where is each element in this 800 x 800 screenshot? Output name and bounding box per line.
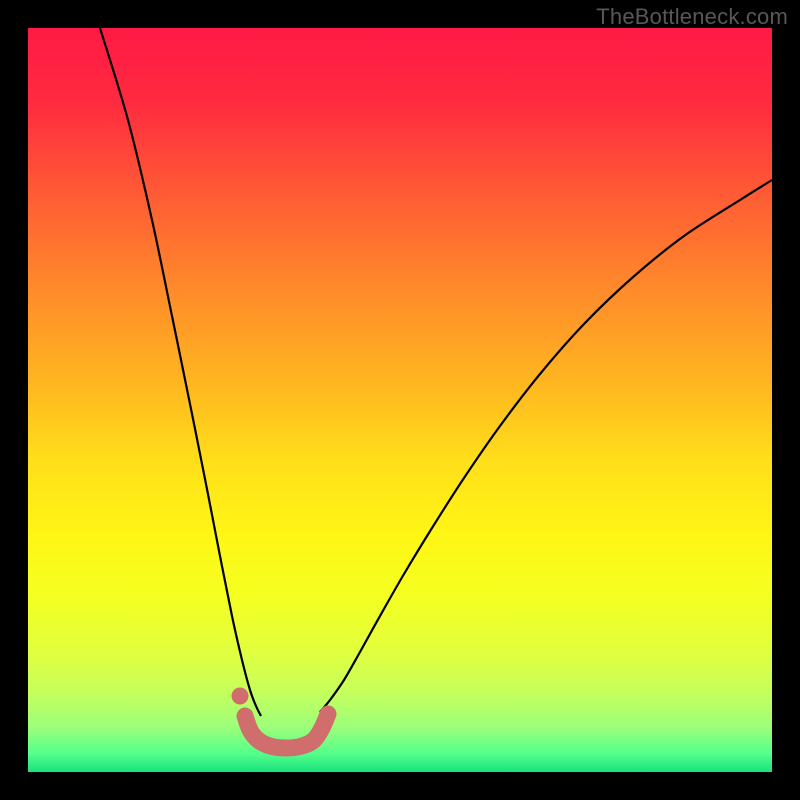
bottleneck-curve-chart <box>0 0 800 800</box>
gradient-background <box>28 28 772 772</box>
watermark-text: TheBottleneck.com <box>596 4 788 30</box>
trough-marker-dot <box>232 688 249 705</box>
plot-area <box>28 28 772 772</box>
chart-container: TheBottleneck.com <box>0 0 800 800</box>
